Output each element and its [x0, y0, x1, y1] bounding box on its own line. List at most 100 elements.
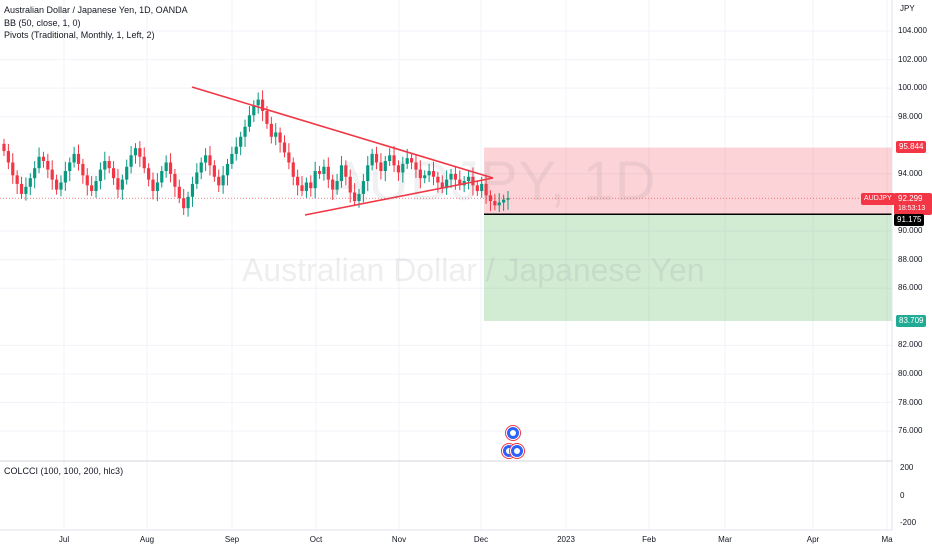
- currency-label: JPY: [900, 4, 915, 13]
- candle-body: [125, 166, 129, 180]
- candle-body: [445, 179, 449, 189]
- candle-body: [300, 185, 304, 192]
- candle-body: [225, 163, 230, 176]
- candle-body: [59, 182, 63, 190]
- time-tick-label: Dec: [473, 535, 489, 544]
- candle-body: [160, 171, 164, 183]
- candle-body: [427, 171, 431, 176]
- stop-loss-zone[interactable]: [484, 147, 892, 215]
- candle-body: [348, 176, 352, 193]
- symbol-price-tag: AUDJPY: [861, 193, 895, 205]
- indicator-tick-200: 200: [900, 463, 914, 472]
- candle-body: [81, 163, 85, 176]
- candle-body: [309, 182, 313, 189]
- candle-body: [234, 146, 238, 154]
- time-tick-label: Oct: [309, 535, 323, 544]
- candle-body: [296, 176, 300, 186]
- candle-body: [98, 169, 103, 182]
- target-price-tag: 83.709: [896, 315, 927, 327]
- candle-body: [37, 156, 41, 169]
- pivots-indicator-label[interactable]: Pivots (Traditional, Monthly, 1, Left, 2…: [4, 30, 155, 40]
- candle-body: [155, 182, 159, 192]
- candle-body: [265, 111, 269, 124]
- price-tick-label: 78.000: [898, 397, 923, 407]
- candle-body: [287, 152, 291, 163]
- candle-body: [405, 158, 409, 164]
- candle-body: [506, 198, 510, 200]
- price-tick-label: 102.000: [898, 54, 927, 64]
- candle-body: [72, 153, 76, 163]
- candle-body: [11, 162, 15, 176]
- candle-body: [453, 173, 458, 180]
- candle-body: [151, 179, 155, 192]
- candle-body: [90, 185, 94, 192]
- candle-body: [480, 183, 484, 192]
- candle-body: [2, 143, 6, 152]
- candle-body: [392, 155, 396, 166]
- lower-trendline[interactable]: [304, 177, 494, 216]
- colcci-indicator-label[interactable]: COLCCI (100, 100, 200, hlc3): [4, 466, 124, 476]
- candle-body: [19, 183, 24, 194]
- candle-body: [458, 179, 462, 186]
- candle-body: [440, 182, 444, 189]
- candle-body: [291, 162, 295, 177]
- bb-indicator-label[interactable]: BB (50, close, 1, 0): [4, 17, 81, 28]
- candle-body: [111, 168, 116, 179]
- candlestick-series: [2, 90, 510, 217]
- candle-body: [361, 181, 365, 194]
- candle-body: [54, 179, 59, 190]
- candle-body: [374, 153, 379, 163]
- candle-body: [317, 171, 322, 174]
- price-tick-label: 80.000: [898, 368, 923, 378]
- price-tick-label: 76.000: [898, 426, 923, 436]
- price-tick-label: 100.000: [898, 83, 927, 93]
- candle-body: [331, 179, 335, 190]
- candle-body: [423, 175, 427, 179]
- time-tick-label: 2023: [557, 535, 575, 544]
- candle-body: [138, 148, 142, 157]
- candle-body: [278, 132, 282, 143]
- candle-body: [28, 178, 32, 187]
- candle-body: [182, 198, 186, 209]
- candle-body: [190, 183, 195, 197]
- candle-body: [164, 162, 168, 172]
- candle-body: [326, 166, 330, 180]
- economic-event-icon[interactable]: [510, 444, 524, 458]
- price-tick-label: 88.000: [898, 254, 923, 264]
- candle-body: [502, 199, 506, 203]
- candle-body: [493, 201, 497, 206]
- take-profit-zone[interactable]: [484, 214, 892, 321]
- candle-body: [274, 132, 278, 137]
- candle-body: [370, 153, 374, 166]
- candle-body: [252, 105, 256, 116]
- candle-body: [401, 163, 405, 173]
- candle-body: [471, 176, 475, 186]
- candle-body: [243, 126, 247, 137]
- price-tick-label: 90.000: [898, 226, 923, 236]
- symbol-title[interactable]: Australian Dollar / Japanese Yen, 1D, OA…: [4, 5, 188, 15]
- price-tick-label: 86.000: [898, 283, 923, 293]
- time-tick-label: Jul: [58, 535, 70, 544]
- symbol-watermark: AUDJPY, 1D: [330, 149, 657, 212]
- candle-body: [396, 165, 401, 173]
- candle-body: [204, 155, 208, 163]
- time-tick-label: Apr: [806, 535, 820, 544]
- candle-body: [269, 123, 273, 137]
- grid-lines: [0, 0, 892, 530]
- upper-trendline[interactable]: [191, 86, 494, 179]
- candle-body: [24, 186, 28, 194]
- candle-body: [50, 169, 54, 180]
- candle-body: [353, 192, 357, 202]
- candle-body: [76, 153, 81, 164]
- candle-body: [335, 181, 339, 190]
- candle-body: [199, 162, 203, 173]
- economic-event-icon[interactable]: [506, 426, 520, 440]
- candle-body: [173, 173, 177, 187]
- candle-body: [195, 172, 199, 184]
- candle-body: [6, 151, 10, 163]
- candle-body: [147, 168, 151, 180]
- candle-body: [484, 183, 488, 196]
- candle-body: [186, 196, 190, 209]
- candle-body: [103, 161, 107, 170]
